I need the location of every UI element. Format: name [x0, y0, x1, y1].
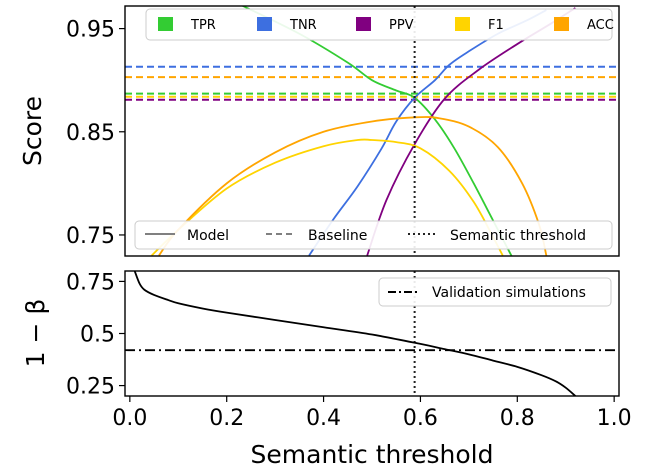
bottom-y-ticks: 0.25 0.5 0.75	[66, 270, 125, 400]
legend-model-label: Model	[187, 228, 229, 244]
top-y-tick-label: 0.95	[66, 18, 115, 43]
bottom-y-tick-label: 0.5	[80, 323, 115, 348]
bottom-y-tick-label: 0.25	[66, 375, 115, 400]
legend-validation: Validation simulations	[378, 277, 612, 307]
bottom-x-tick-label: 0.2	[209, 406, 244, 431]
bottom-y-axis-title: 1 − β	[21, 299, 50, 368]
legend-top-box	[145, 8, 613, 41]
legend-swatch-ppv	[356, 17, 371, 31]
legend-bottom: Model Baseline Semantic threshold	[134, 220, 613, 250]
legend-validation-label: Validation simulations	[432, 285, 586, 301]
top-plot-area	[125, 6, 619, 256]
legend-swatch-acc	[554, 17, 569, 31]
power-curve	[133, 271, 577, 396]
bottom-x-axis-title: Semantic threshold	[251, 440, 494, 469]
legend-top: TPR TNR PPV F1 ACC	[145, 8, 614, 41]
legend-swatch-tpr	[158, 17, 173, 31]
legend-bottom-box	[134, 220, 613, 250]
model-curve-ppv	[366, 7, 576, 256]
bottom-y-tick-label: 0.75	[66, 270, 115, 295]
bottom-x-tick-label: 0.6	[403, 406, 438, 431]
legend-label-tpr: TPR	[190, 18, 216, 33]
bottom-x-tick-label: 0.8	[500, 406, 535, 431]
legend-threshold-label: Semantic threshold	[450, 228, 586, 244]
legend-validation-box	[378, 277, 612, 307]
bottom-x-tick-label: 0.4	[306, 406, 341, 431]
top-y-tick-label: 0.75	[66, 224, 115, 249]
bottom-x-tick-label: 1.0	[597, 406, 632, 431]
bottom-panel: 0.25 0.5 0.75 0.0 0.2 0.4 0.6 0.8 1.0 1 − β Sem…	[21, 270, 632, 469]
bottom-x-ticks: 0.0 0.2 0.4 0.6 0.8 1.0	[112, 396, 632, 431]
legend-label-acc: ACC	[587, 18, 614, 33]
legend-label-ppv: PPV	[389, 18, 414, 33]
legend-label-f1: F1	[488, 18, 504, 33]
model-curve-tpr	[240, 6, 513, 256]
top-panel: 0.75 0.85 0.95 Score TPR TNR PPV F1 ACC Model …	[18, 5, 620, 257]
model-curve-f1	[151, 138, 504, 256]
top-y-tick-label: 0.85	[66, 121, 115, 146]
top-y-axis-title: Score	[18, 96, 47, 166]
top-y-ticks: 0.75 0.85 0.95	[66, 18, 125, 249]
legend-swatch-tnr	[257, 17, 272, 31]
legend-swatch-f1	[455, 17, 470, 31]
bottom-x-tick-label: 0.0	[112, 406, 147, 431]
legend-label-tnr: TNR	[289, 18, 317, 33]
legend-baseline-label: Baseline	[308, 228, 367, 244]
top-axes-frame	[124, 5, 620, 257]
model-curve-tnr	[308, 9, 547, 256]
